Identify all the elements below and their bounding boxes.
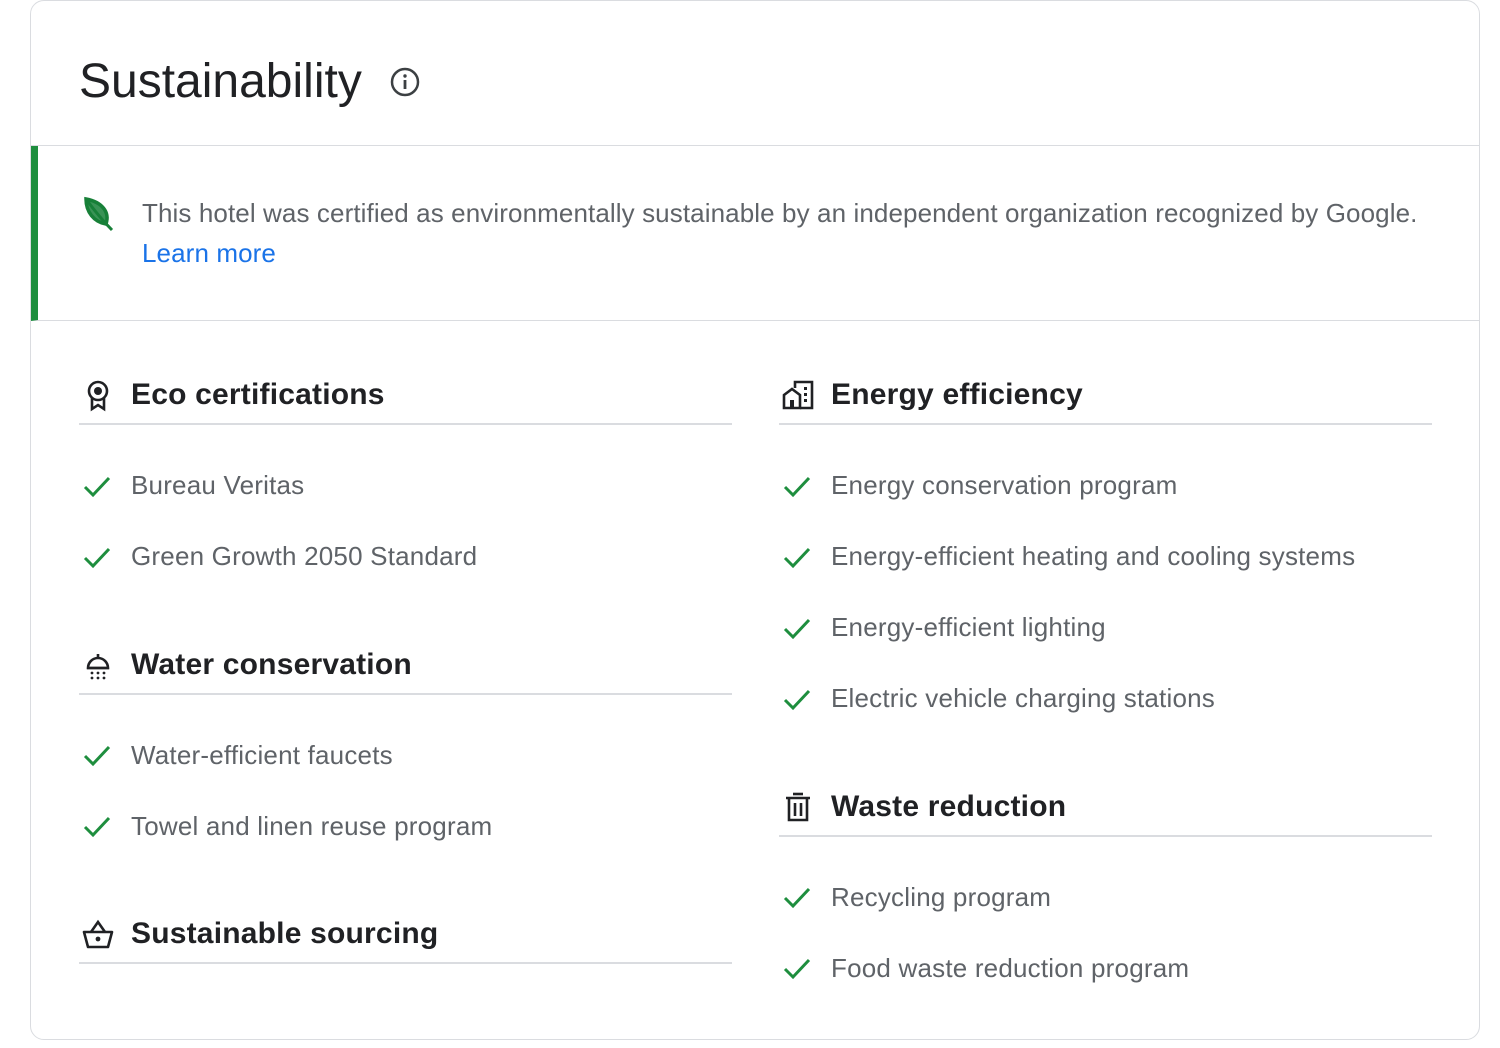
section-header: Water conservation [79, 637, 732, 695]
list-item: Food waste reduction program [779, 933, 1432, 1004]
list-item: Green Growth 2050 Standard [79, 521, 732, 592]
shower-icon [86, 653, 110, 679]
list-item: Energy-efficient heating and cooling sys… [779, 521, 1432, 592]
check-icon [783, 689, 811, 710]
list-item: Electric vehicle charging stations [779, 663, 1432, 734]
check-icon [83, 547, 111, 568]
check-icon [83, 745, 111, 767]
section-header: Waste reduction [779, 779, 1432, 837]
certification-banner [31, 146, 1479, 321]
item-label: Electric vehicle charging stations [831, 683, 1215, 713]
check-icon [783, 887, 811, 909]
sustainability-card: Sustainability [30, 0, 1480, 1040]
list-item: Water-efficient faucets [79, 720, 732, 791]
building-icon [782, 380, 814, 410]
leaf-icon [84, 196, 114, 232]
info-icon[interactable] [390, 67, 420, 97]
section-title: Waste reduction [831, 789, 1067, 823]
section-header: Eco certifications [79, 367, 732, 425]
trash-icon [786, 792, 810, 821]
banner-message: This hotel was certified as environmenta… [142, 198, 1418, 228]
item-label: Food waste reduction program [831, 952, 1190, 983]
check-icon [83, 476, 111, 497]
page-title: Sustainability [79, 55, 362, 108]
list-item: Towel and linen reuse program [79, 791, 732, 862]
section-title: Water conservation [131, 647, 412, 681]
check-icon [783, 476, 811, 497]
section-eco-certifications: Eco certifications Bureau Veritas Green Gr… [79, 367, 732, 592]
item-label: Green Growth 2050 Standard [131, 541, 478, 571]
section-title: Sustainable sourcing [131, 917, 439, 950]
item-label: Towel and linen reuse program [131, 810, 493, 841]
item-label: Energy-efficient heating and cooling sys… [831, 541, 1356, 571]
section-water-conservation: Water conservation Water-efficient faucet… [79, 637, 732, 862]
item-list: Bureau Veritas Green Growth 2050 Standard [79, 425, 732, 592]
check-icon [783, 618, 811, 639]
section-title: Energy efficiency [831, 378, 1083, 411]
list-item: Recycling program [779, 862, 1432, 933]
check-icon [83, 816, 111, 838]
basket-icon [82, 919, 114, 949]
card-header: Sustainability [31, 1, 1479, 146]
check-icon [783, 547, 811, 568]
item-label: Energy-efficient lighting [831, 612, 1106, 642]
item-label: Energy conservation program [831, 470, 1178, 500]
section-header: Energy efficiency [779, 367, 1432, 425]
section-waste-reduction: Waste reduction Recycling program Food was… [779, 779, 1432, 1004]
item-list: Recycling program Food waste reduction pr… [779, 837, 1432, 1004]
banner-text: This hotel was certified as environmenta… [142, 193, 1442, 273]
section-energy-efficiency: Energy efficiency Energy conservation pro… [779, 367, 1432, 734]
list-item: Energy-efficient lighting [779, 592, 1432, 663]
item-list: Water-efficient faucets Towel and linen r… [79, 695, 732, 862]
item-list: Energy conservation program Energy-effici… [779, 425, 1432, 734]
section-title: Eco certifications [131, 378, 385, 411]
item-label: Recycling program [831, 881, 1052, 912]
right-column: Energy efficiency Energy conservation pro… [779, 367, 1432, 1048]
award-icon [87, 380, 109, 412]
section-header: Sustainable sourcing [79, 906, 732, 964]
list-item: Energy conservation program [779, 450, 1432, 521]
list-item: Bureau Veritas [79, 450, 732, 521]
learn-more-link[interactable]: Learn more [142, 238, 276, 268]
item-label: Bureau Veritas [131, 470, 305, 500]
left-column: Eco certifications Bureau Veritas Green Gr… [79, 367, 732, 1009]
item-label: Water-efficient faucets [131, 739, 393, 770]
section-sustainable-sourcing: Sustainable sourcing [79, 906, 732, 964]
check-icon [783, 958, 811, 980]
